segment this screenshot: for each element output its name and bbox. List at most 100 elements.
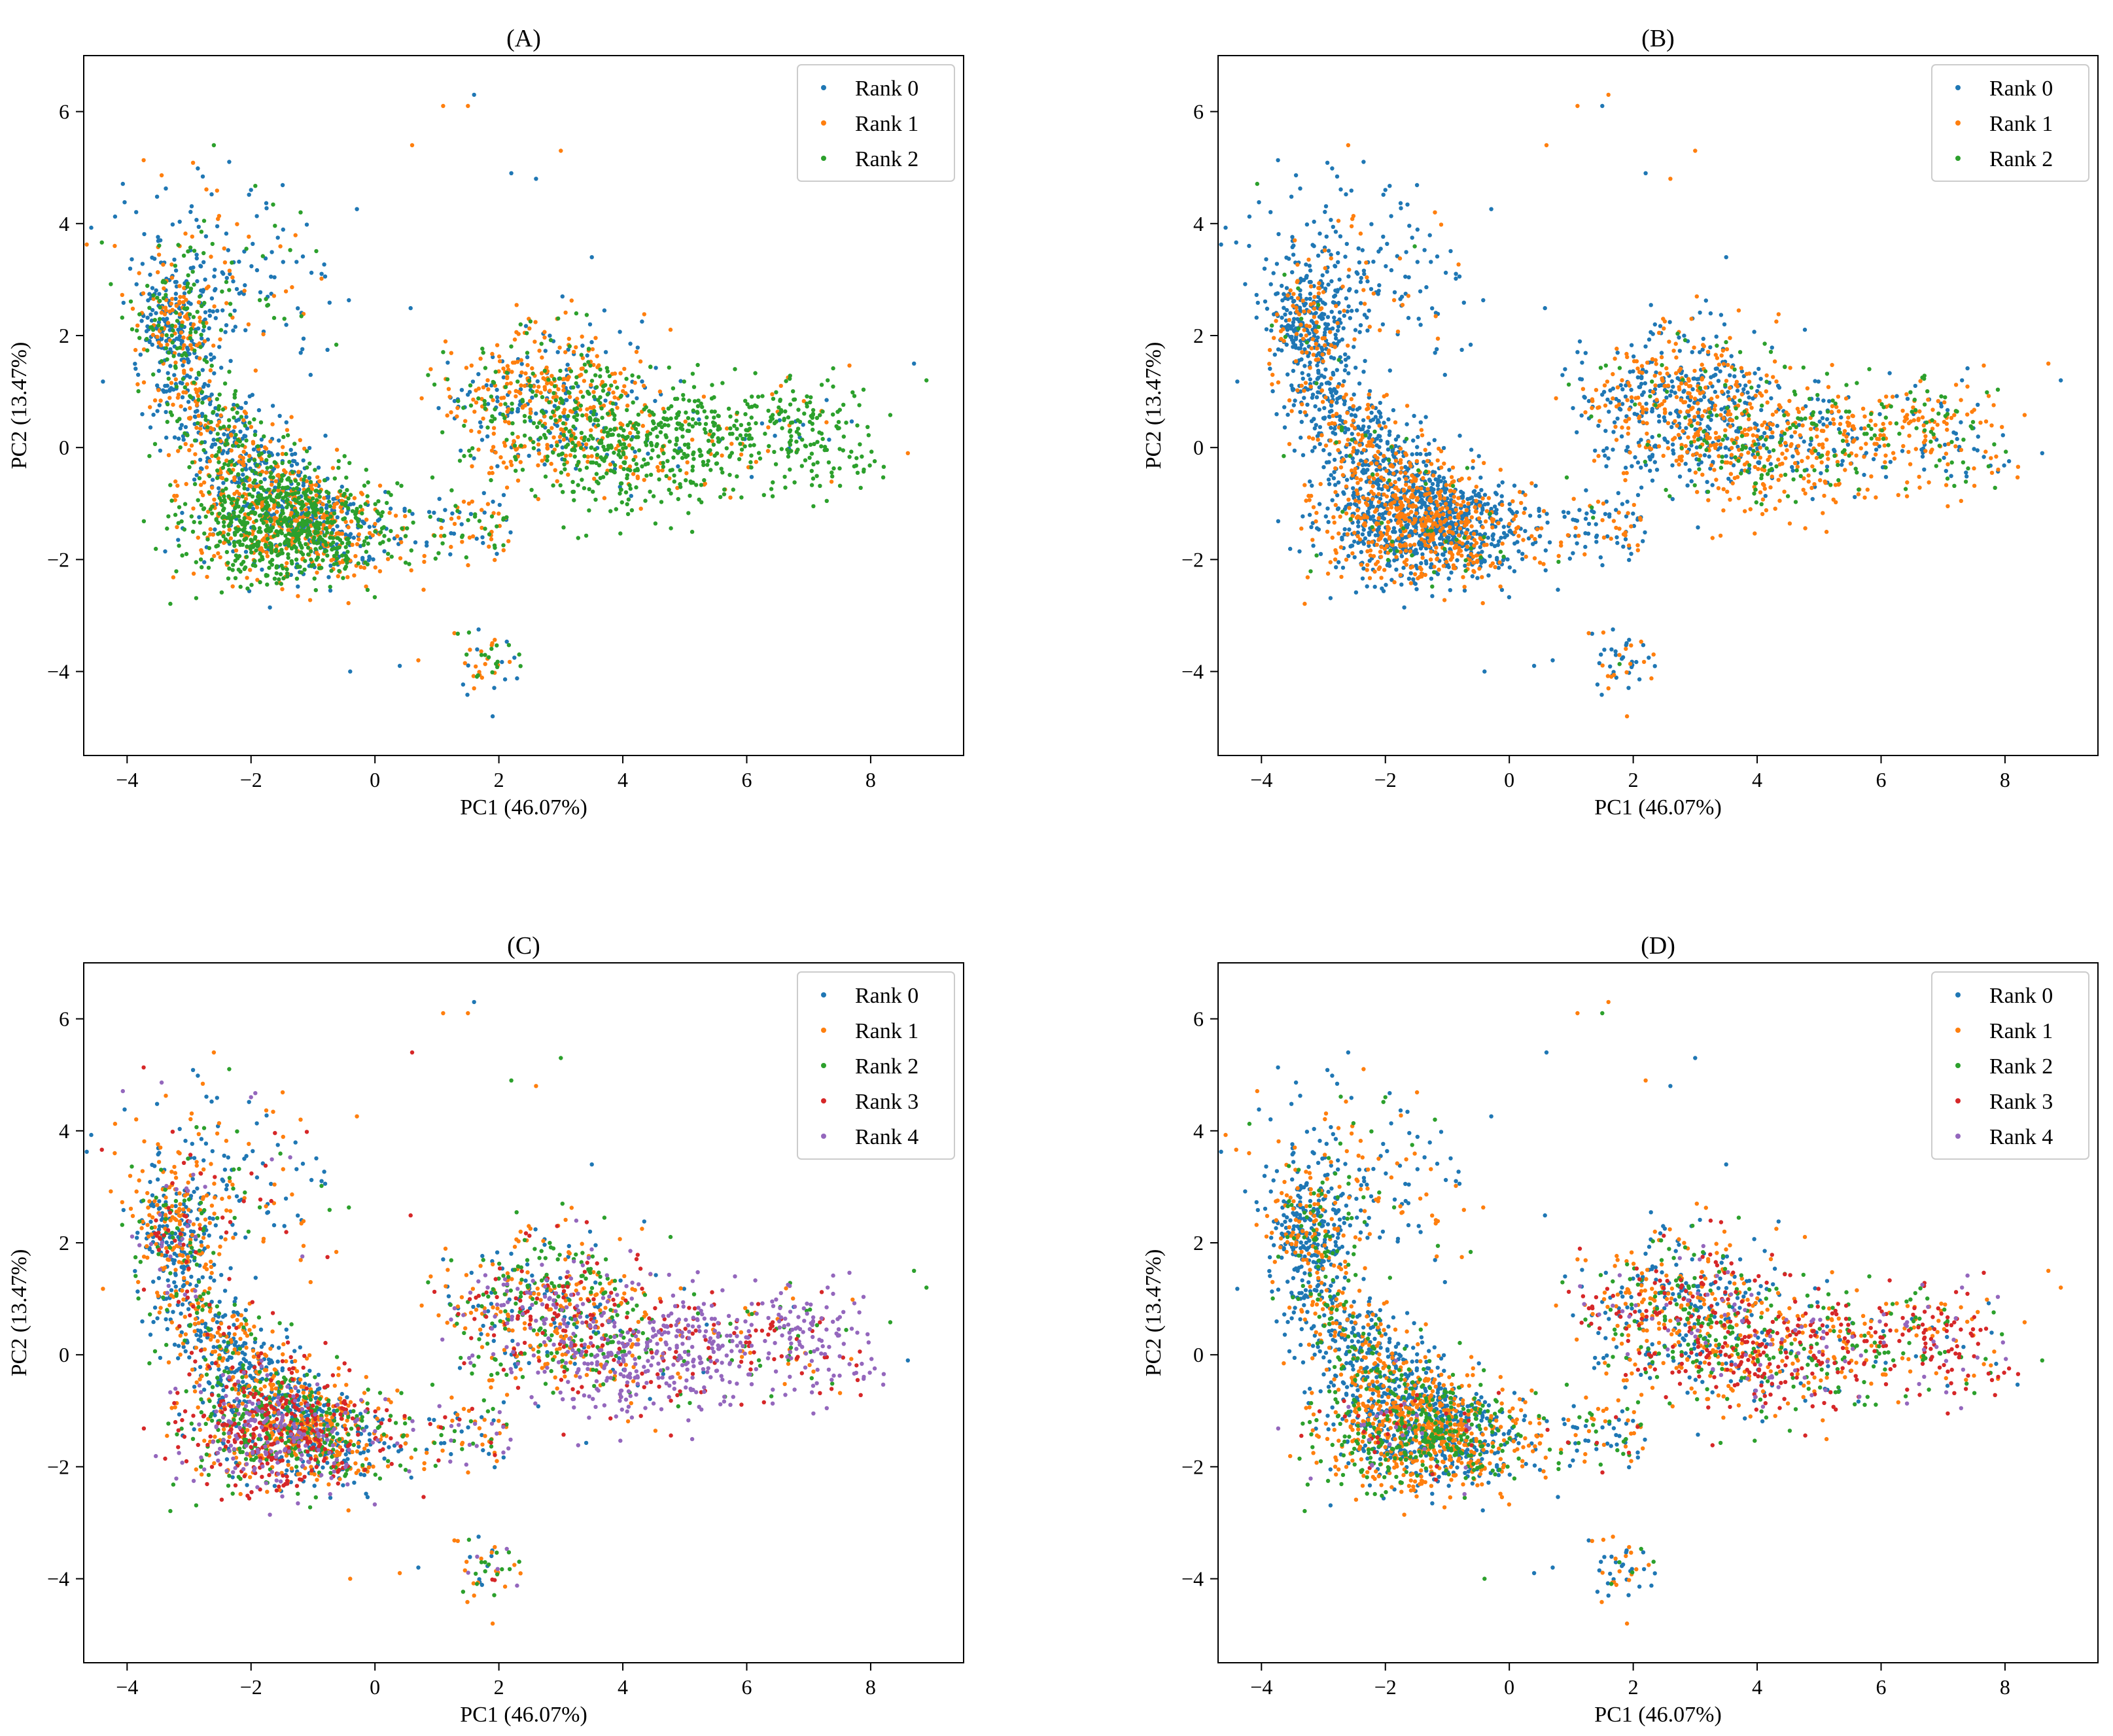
point-rank-1 — [353, 554, 357, 558]
point-rank-2 — [344, 476, 348, 479]
point-rank-2 — [167, 351, 171, 355]
point-rank-0 — [1454, 277, 1458, 281]
point-rank-0 — [200, 336, 203, 340]
point-rank-2 — [720, 470, 724, 474]
point-rank-2 — [270, 563, 274, 566]
point-rank-2 — [244, 530, 248, 534]
point-rank-2 — [540, 341, 544, 345]
point-rank-0 — [1416, 228, 1420, 232]
point-rank-0 — [1343, 368, 1347, 372]
point-rank-1 — [84, 243, 88, 247]
point-rank-0 — [158, 449, 162, 453]
point-rank-0 — [1310, 396, 1314, 400]
point-rank-0 — [1289, 383, 1293, 387]
point-rank-2 — [563, 458, 567, 462]
point-rank-0 — [326, 496, 330, 500]
point-rank-0 — [1471, 466, 1475, 470]
point-rank-0 — [402, 507, 406, 511]
point-rank-2 — [318, 495, 322, 498]
point-rank-2 — [211, 504, 215, 508]
point-rank-0 — [293, 452, 297, 456]
point-rank-2 — [704, 430, 708, 434]
point-rank-0 — [163, 549, 167, 553]
point-rank-2 — [145, 337, 148, 341]
point-rank-2 — [295, 486, 299, 490]
point-rank-2 — [531, 390, 534, 394]
point-rank-0 — [1340, 338, 1344, 341]
point-rank-0 — [1329, 218, 1333, 222]
point-rank-2 — [203, 418, 207, 422]
point-rank-2 — [491, 380, 495, 384]
point-rank-1 — [304, 508, 307, 512]
point-rank-1 — [428, 367, 432, 371]
point-rank-0 — [1243, 282, 1247, 286]
point-rank-2 — [691, 464, 695, 468]
point-rank-1 — [595, 354, 599, 358]
point-rank-2 — [349, 493, 353, 496]
point-rank-2 — [218, 530, 222, 534]
point-rank-2 — [782, 418, 786, 422]
point-rank-2 — [239, 585, 243, 589]
point-rank-2 — [269, 465, 273, 469]
point-rank-2 — [266, 574, 270, 578]
point-rank-2 — [147, 454, 151, 458]
point-rank-2 — [362, 539, 366, 543]
point-rank-2 — [210, 364, 214, 368]
point-rank-0 — [1378, 415, 1382, 419]
point-rank-2 — [256, 530, 260, 534]
point-rank-2 — [619, 426, 623, 430]
point-rank-1 — [502, 548, 506, 552]
point-rank-2 — [737, 457, 741, 461]
point-rank-2 — [250, 539, 254, 543]
point-rank-2 — [623, 461, 627, 465]
point-rank-2 — [591, 412, 595, 416]
point-rank-1 — [205, 575, 209, 579]
point-rank-1 — [824, 420, 828, 424]
point-rank-1 — [550, 426, 553, 430]
point-rank-0 — [188, 210, 192, 214]
point-rank-2 — [684, 478, 688, 482]
point-rank-0 — [254, 214, 258, 218]
point-rank-0 — [181, 395, 184, 399]
point-rank-1 — [274, 479, 278, 483]
point-rank-2 — [483, 366, 487, 370]
point-rank-2 — [309, 564, 313, 568]
point-rank-2 — [462, 454, 466, 458]
point-rank-0 — [1368, 433, 1372, 437]
point-rank-0 — [1584, 488, 1588, 492]
point-rank-1 — [314, 483, 318, 487]
point-rank-2 — [625, 473, 629, 477]
point-rank-2 — [164, 293, 167, 297]
point-rank-2 — [234, 527, 237, 530]
point-rank-0 — [1374, 443, 1378, 447]
point-rank-0 — [1344, 296, 1348, 300]
point-rank-2 — [302, 491, 306, 495]
point-rank-1 — [249, 425, 253, 429]
point-rank-2 — [184, 552, 188, 556]
point-rank-0 — [1378, 401, 1382, 405]
point-rank-0 — [178, 334, 182, 338]
point-rank-0 — [1422, 248, 1426, 252]
point-rank-1 — [567, 337, 571, 341]
point-rank-2 — [521, 400, 525, 404]
point-rank-2 — [222, 515, 226, 519]
point-rank-2 — [618, 531, 622, 535]
point-rank-2 — [847, 455, 851, 459]
point-rank-1 — [468, 536, 472, 540]
point-rank-0 — [1273, 353, 1277, 356]
point-rank-0 — [427, 510, 431, 514]
point-rank-0 — [177, 436, 181, 440]
point-rank-1 — [378, 483, 382, 487]
point-rank-0 — [188, 375, 192, 379]
point-rank-1 — [660, 468, 664, 472]
point-rank-2 — [217, 460, 220, 464]
point-rank-2 — [838, 408, 842, 411]
point-rank-2 — [327, 500, 331, 504]
point-rank-0 — [217, 345, 221, 349]
point-rank-0 — [1382, 421, 1386, 425]
point-rank-1 — [572, 350, 576, 354]
point-rank-2 — [340, 541, 344, 545]
point-rank-1 — [275, 510, 279, 513]
point-rank-2 — [701, 460, 705, 464]
point-rank-2 — [703, 409, 707, 413]
